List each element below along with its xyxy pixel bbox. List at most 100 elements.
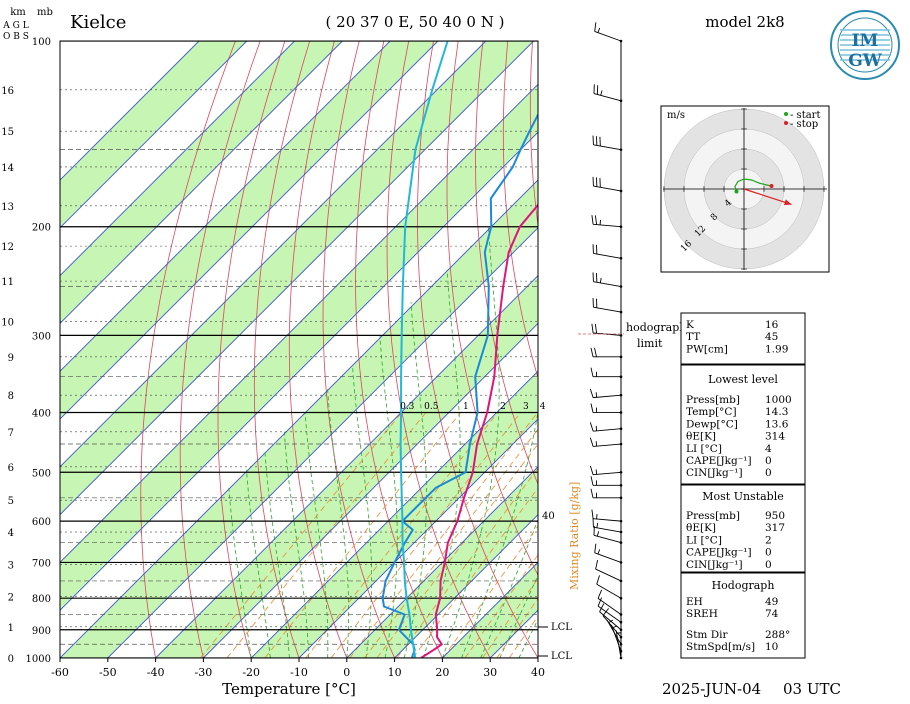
height-label: 16 — [1, 86, 14, 97]
units-mb: mb — [37, 7, 53, 18]
pressure-label: 700 — [32, 558, 51, 569]
wind-barb-staff — [594, 535, 621, 542]
wind-barb-staff — [593, 472, 621, 474]
pressure-label: 400 — [32, 408, 51, 419]
x-tick-label: -50 — [99, 666, 117, 679]
label-obs: O B S — [3, 32, 29, 42]
height-label: 13 — [1, 202, 14, 213]
wind-barb-full — [595, 215, 596, 224]
x-tick-label: 10 — [388, 666, 402, 679]
index-unstable-value: 317 — [765, 522, 785, 534]
wind-barb-half — [597, 523, 598, 528]
index-unstable-key: LI [°C] — [686, 534, 722, 546]
wind-barb-staff — [593, 307, 621, 312]
pressure-label: 800 — [32, 594, 51, 605]
height-label: 5 — [8, 496, 14, 507]
wind-barb-full — [603, 608, 609, 615]
wind-barb-full — [592, 324, 593, 333]
height-label: 6 — [8, 463, 14, 474]
x-tick-label: -10 — [290, 666, 308, 679]
wind-barb-full — [592, 215, 593, 224]
wind-barb-full — [595, 324, 596, 333]
index-hodo-value: 49 — [765, 596, 778, 608]
wind-barb-full — [595, 348, 597, 357]
lowest-level-title: Lowest level — [708, 373, 778, 386]
lcl-label: LCL — [551, 622, 572, 633]
index-unstable-key: θE[K] — [686, 522, 716, 534]
pressure-label: 900 — [32, 626, 51, 637]
index-top-value: 1.99 — [765, 343, 788, 355]
index-hodo-key: Stm Dir — [686, 629, 728, 641]
hodograph-unit: m/s — [667, 110, 685, 121]
mixing-ratio-label: 3 — [523, 402, 529, 412]
pressure-label: 100 — [32, 37, 51, 48]
x-tick-label: -30 — [195, 666, 213, 679]
hodograph-legend-stop: - stop — [790, 119, 818, 130]
index-hodo-value: 10 — [765, 641, 778, 653]
hodograph-trace-stop — [770, 184, 774, 188]
wind-barb-half — [601, 91, 602, 96]
mixing-ratio-label: 2 — [500, 402, 506, 412]
wind-barb-full — [592, 510, 593, 519]
dry-adiabat — [879, 41, 910, 658]
units-km: km — [10, 7, 26, 18]
x-tick-label: 30 — [483, 666, 497, 679]
height-label: 4 — [8, 528, 14, 539]
height-label: 12 — [1, 242, 14, 253]
index-top-value: 45 — [765, 331, 778, 343]
index-unstable-value: 0 — [765, 559, 772, 571]
height-label: 2 — [8, 593, 14, 604]
wind-barb-staff — [593, 429, 621, 431]
index-hodo-key: EH — [686, 596, 703, 608]
height-label: 10 — [1, 318, 14, 329]
logo-text-bottom: GW — [848, 51, 883, 71]
wind-barb-full — [597, 575, 600, 584]
pressure-label: 200 — [32, 223, 51, 234]
index-lowest-value: 4 — [765, 443, 772, 455]
height-label: 1 — [8, 623, 14, 634]
index-lowest-value: 13.6 — [765, 418, 789, 430]
index-lowest-key: Press[mb] — [686, 394, 740, 406]
wind-barb-full — [590, 438, 593, 447]
wind-barb-full — [591, 348, 593, 357]
index-unstable-value: 2 — [765, 534, 772, 546]
wind-barb-full — [591, 368, 593, 377]
height-label: 14 — [1, 163, 14, 174]
index-hodo-key: StmSpd[m/s] — [686, 641, 755, 653]
hodograph-trace-start — [735, 190, 739, 194]
wind-barb-staff — [593, 444, 621, 446]
wind-barb-full — [590, 466, 593, 475]
model-name: model 2k8 — [705, 13, 784, 31]
index-top-key: PW[cm] — [686, 343, 728, 355]
index-unstable-key: CIN[Jkg⁻¹] — [686, 559, 743, 571]
hodograph-stop-dot — [784, 121, 788, 125]
wind-barb-half — [598, 549, 600, 554]
index-unstable-key: CAPE[Jkg⁻¹] — [686, 547, 752, 559]
station-title: Kielce — [70, 12, 126, 33]
wind-barb-staff — [597, 584, 621, 598]
wind-barb-staff — [596, 569, 621, 581]
index-lowest-value: 314 — [765, 431, 785, 443]
index-lowest-key: Dewp[°C] — [686, 418, 738, 430]
wind-barb-half — [598, 28, 600, 33]
wind-barb-staff — [593, 395, 621, 397]
wind-barb-staff — [594, 94, 621, 101]
hodograph-limit-label: hodograph — [626, 321, 686, 334]
wind-barb-staff — [593, 253, 621, 258]
mixing-ratio-label: 0.3 — [400, 402, 415, 412]
wind-barb-full — [591, 403, 593, 412]
height-label: 15 — [1, 127, 14, 138]
station-coords: ( 20 37 0 E, 50 40 0 N ) — [326, 13, 505, 31]
wind-barb-staff — [593, 145, 621, 150]
wind-barb-full — [595, 544, 596, 553]
dry-adiabat — [854, 41, 910, 658]
mixing-ratio-axis-label: Mixing Ratio [g/kg] — [568, 482, 581, 590]
wind-barb-staff — [598, 598, 621, 614]
wind-barb-half — [597, 531, 598, 536]
index-lowest-key: LI [°C] — [686, 443, 722, 455]
index-top-key: TT — [686, 331, 700, 343]
